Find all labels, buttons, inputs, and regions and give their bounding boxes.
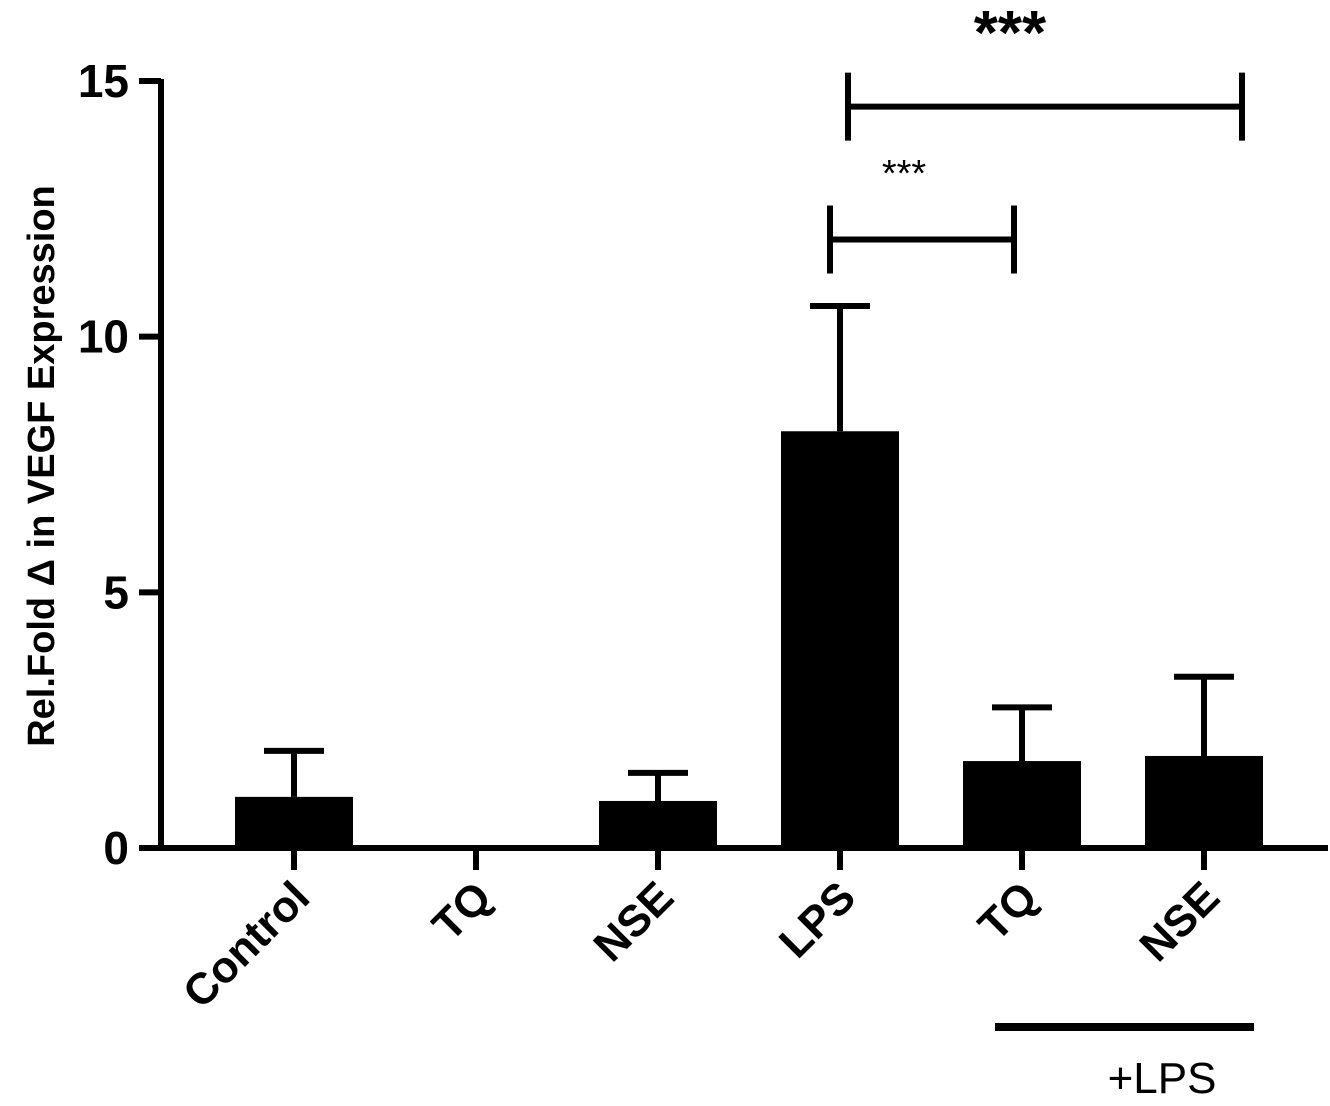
bar-nse bbox=[599, 800, 717, 848]
category-label: TQ bbox=[423, 872, 501, 950]
y-tick-label: 5 bbox=[103, 566, 129, 618]
group-label: +LPS bbox=[1108, 1054, 1217, 1103]
category-label: Control bbox=[174, 872, 319, 1017]
bar-lps bbox=[781, 431, 899, 848]
error-bars bbox=[264, 302, 1234, 801]
bar-control bbox=[235, 796, 353, 848]
category-label: NSE bbox=[1130, 872, 1229, 971]
y-axis-label: Rel.Fold Δ in VEGF Expression bbox=[21, 185, 63, 747]
significance-label: *** bbox=[974, 0, 1047, 68]
bar-tq bbox=[963, 761, 1081, 848]
axes bbox=[158, 79, 1328, 851]
y-tick-label: 10 bbox=[78, 311, 129, 363]
ticks: 0 5 10 15 bbox=[78, 55, 1207, 874]
significance-label: *** bbox=[882, 153, 927, 195]
y-tick-label: 15 bbox=[78, 55, 129, 107]
group-annotation: +LPS bbox=[995, 1023, 1254, 1103]
significance-brackets: *** *** bbox=[827, 0, 1245, 274]
category-label: NSE bbox=[584, 872, 683, 971]
category-label: TQ bbox=[969, 872, 1047, 950]
bar-nse bbox=[1145, 755, 1263, 848]
bars bbox=[235, 431, 1263, 848]
y-tick-label: 0 bbox=[103, 822, 129, 874]
category-label: LPS bbox=[770, 872, 865, 967]
category-labels: Control TQ NSE LPS TQ NSE bbox=[174, 872, 1229, 1017]
